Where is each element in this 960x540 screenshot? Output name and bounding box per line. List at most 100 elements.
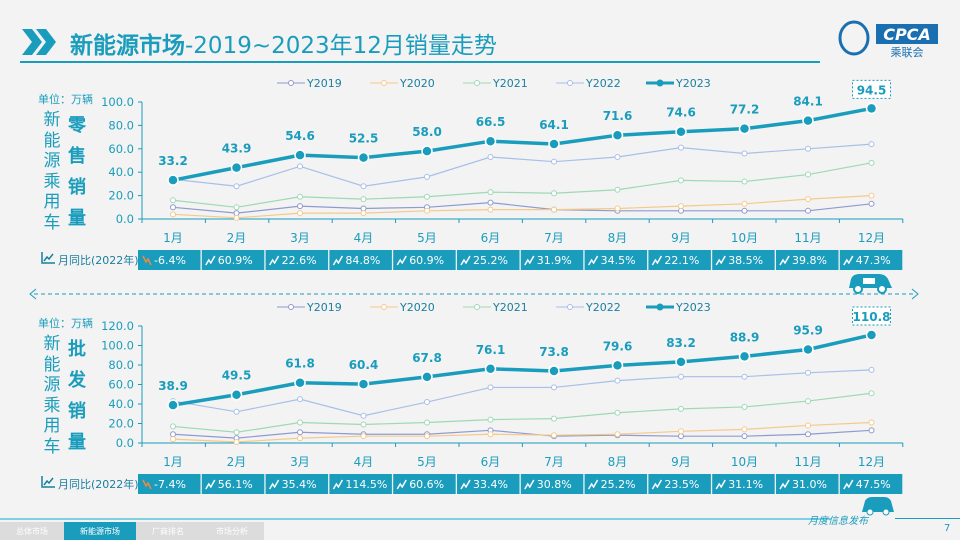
trend-up-icon [524,479,535,490]
chart-mark: 22.1% [664,254,699,267]
data-point [233,204,240,211]
trend-up-icon [779,255,790,266]
chart-mark: 47.5% [856,478,891,491]
data-point [297,435,303,442]
y-tick-label: 20.0 [108,417,134,431]
data-label: 58.0 [412,125,442,139]
data-point [551,415,557,422]
trend-up-icon [460,255,471,266]
y-tick-label: 0.0 [116,212,134,226]
x-tick-label: 3月 [290,231,310,245]
data-point [738,350,751,363]
x-tick-label: 9月 [671,231,691,245]
yoy-cell: 39.8% [776,250,839,270]
unit-label: 单位：万辆 [38,93,93,106]
data-point [421,145,433,157]
data-point [170,204,176,211]
data-point [614,377,621,384]
data-point [484,135,497,147]
chart-mark [648,250,711,270]
chart-mark: -7.4% [154,478,186,491]
data-point [678,373,684,380]
chart-mark [288,304,294,310]
data-point [805,431,811,438]
line-chart-svg: 0.0 20.0 40.0 60.0 80.0 100.0 1月 2月 3月 4月 5月 6月 7月 8月… [101,77,904,270]
data-point [360,183,367,190]
data-label: 73.8 [539,345,569,359]
data-point [741,150,748,157]
yoy-cell: -6.4% [138,250,201,270]
data-point [868,419,875,426]
data-point [551,384,557,391]
legend-item-Y2019: Y2019 [277,301,342,314]
data-point [360,196,367,203]
yoy-cell: 84.8% [329,250,392,270]
y-tick-label: 80.0 [108,118,134,132]
data-point [297,419,303,426]
yoy-cell: 31.0% [776,474,839,494]
data-point [865,102,878,115]
data-point [868,141,875,148]
data-label: 60.4 [349,358,379,372]
x-tick-label: 2月 [227,231,247,245]
data-point [741,433,748,440]
data-point [297,203,303,210]
chart-mark: Y2020 [399,77,435,90]
chart-mark: 114.5% [345,478,387,491]
title-underline [20,61,820,63]
y-tick-label: 40.0 [108,397,134,411]
tab-maker-ranking[interactable]: 厂商排名 [136,522,200,540]
data-point [741,426,748,433]
trend-up-icon [268,255,280,266]
series-line [172,333,872,407]
x-tick-label: 2月 [227,455,247,469]
data-point [170,423,176,430]
footer-line-right [895,518,960,519]
data-label: 76.1 [476,343,506,357]
data-point [424,399,430,406]
series-Y2022 [170,141,875,190]
data-point [170,211,176,218]
data-point [487,206,494,213]
data-point [678,428,684,435]
trend-up-icon [843,255,854,266]
series-Y2020 [170,419,875,446]
yoy-cell: 60.9% [201,250,265,270]
chart-mark: Y2021 [492,77,528,90]
data-point [233,214,240,221]
trend-up-icon [651,479,663,490]
tab-market-analysis[interactable]: 市场分析 [200,522,264,540]
yoy-cell: 60.6% [393,474,456,494]
data-point [678,203,684,210]
chart-mark [329,250,392,270]
x-tick-label: 7月 [544,231,564,245]
data-point [805,398,811,405]
chart-mark [474,80,480,86]
data-point [741,178,748,185]
yoy-cell: 31.9% [520,250,584,270]
data-point [805,171,811,178]
yoy-label: 月同比(2022年) [58,254,139,267]
series-line [172,143,872,187]
y-tick-label: 100.0 [101,95,134,109]
data-point [233,429,240,436]
series-Y2023: 38.9 49.5 61.8 60.4 67.8 76.1 73.8 79.6 83.2 88.9… [158,306,891,411]
tab-overall-market[interactable]: 总体市场 [0,522,64,540]
chart-mark: Y2022 [585,301,621,314]
trend-up-icon [332,255,344,266]
yoy-cell: 22.1% [648,250,711,270]
data-point [614,409,621,416]
data-point [868,192,875,199]
tab-nev-market[interactable]: 新能源市场 [64,522,136,540]
data-point [678,405,684,412]
data-point [297,193,303,200]
chart-mark [201,250,265,270]
data-label: 54.6 [285,129,315,143]
chart-mark: 35.4% [282,478,317,491]
legend-item-Y2021: Y2021 [463,77,528,90]
data-point [360,210,367,217]
trend-up-icon [396,479,407,490]
data-point [551,432,557,439]
y-tick-label: 20.0 [108,189,134,203]
chart-mark [381,304,387,310]
